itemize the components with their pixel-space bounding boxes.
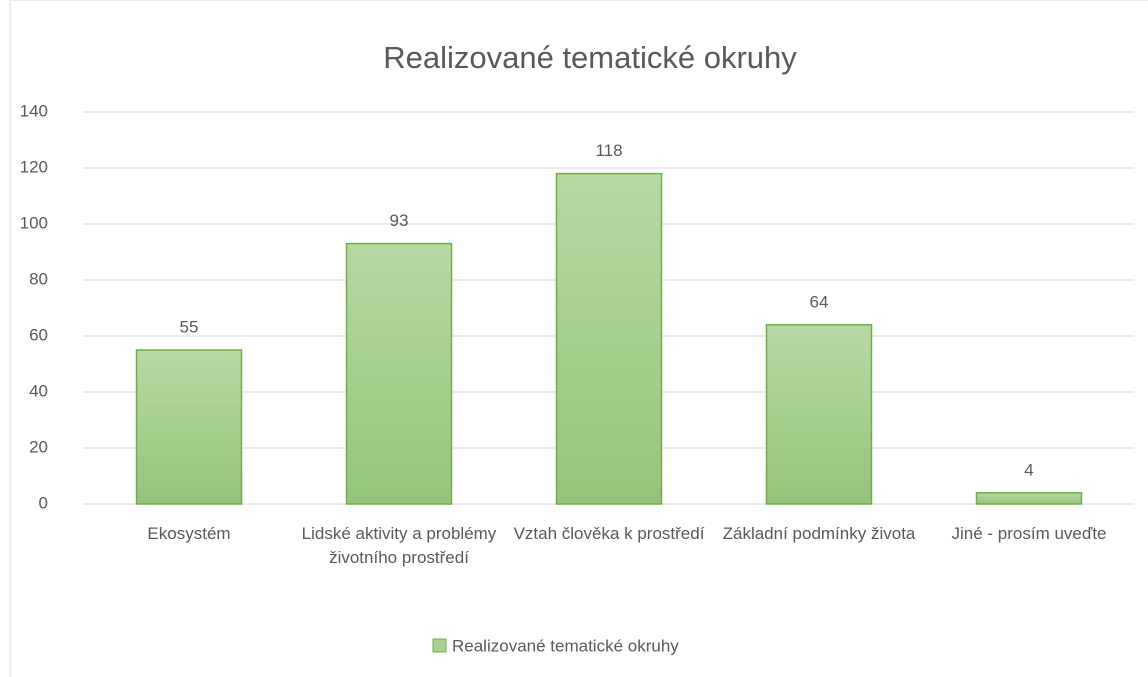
y-tick-label: 0 <box>39 493 48 512</box>
data-label: 118 <box>595 141 622 160</box>
y-tick-label: 20 <box>29 437 48 456</box>
data-label: 64 <box>810 292 829 311</box>
data-label: 55 <box>180 317 199 336</box>
bar <box>765 324 873 505</box>
data-label: 4 <box>1024 460 1033 479</box>
y-tick-label: 140 <box>20 101 48 120</box>
y-tick-label: 40 <box>29 381 48 400</box>
y-tick-label: 60 <box>29 325 48 344</box>
x-tick-label: Ekosystém <box>147 524 231 543</box>
chart-title: Realizované tematické okruhy <box>383 40 797 75</box>
legend-label: Realizované tematické okruhy <box>452 636 679 655</box>
y-tick-label: 100 <box>20 213 48 232</box>
chart-border <box>9 0 1148 677</box>
bar <box>135 349 243 505</box>
y-tick-label: 120 <box>20 157 48 176</box>
x-tick-label: Jiné - prosím uveďte <box>951 524 1107 543</box>
data-label: 93 <box>390 211 409 230</box>
bar <box>555 172 663 505</box>
legend-swatch <box>432 638 447 653</box>
x-tick-label: Základní podmínky života <box>722 524 916 543</box>
x-tick-label: Vztah člověka k prostředí <box>513 524 705 543</box>
bar <box>975 492 1083 505</box>
y-tick-label: 80 <box>29 269 48 288</box>
x-tick-label: Lidské aktivity a problémy životního pro… <box>301 524 497 567</box>
bar <box>345 242 453 505</box>
